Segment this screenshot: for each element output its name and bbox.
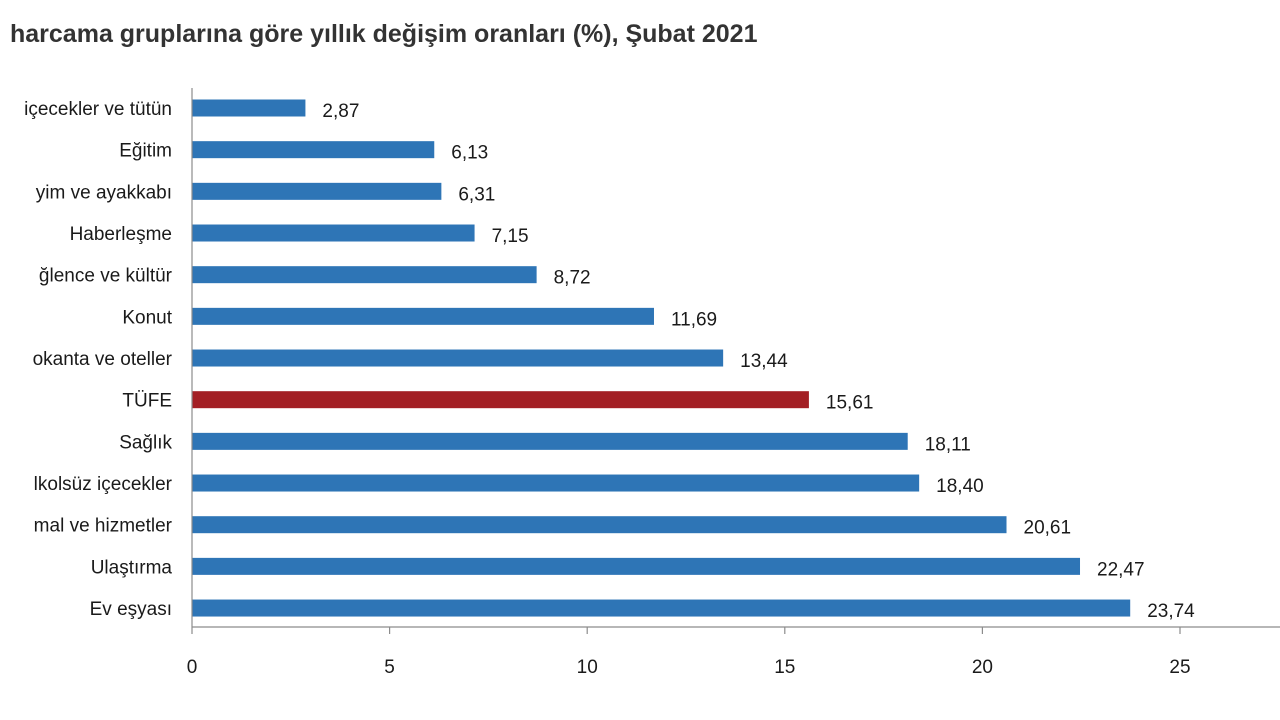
category-label: okanta ve oteller bbox=[33, 349, 173, 370]
x-tick-label: 25 bbox=[1169, 657, 1190, 678]
value-labels: 2,87 6,13 6,31 7,15 8,72 11,69 13,44 15,61 18,11… bbox=[322, 101, 1195, 622]
category-label: Sağlık bbox=[119, 432, 172, 453]
category-label: Konut bbox=[122, 307, 172, 328]
data-label: 6,31 bbox=[458, 184, 495, 205]
category-label: Ulaştırma bbox=[91, 557, 173, 578]
bar bbox=[192, 557, 1081, 575]
bar bbox=[192, 307, 654, 325]
data-label: 11,69 bbox=[671, 309, 717, 330]
bar bbox=[192, 141, 435, 159]
axes-group: 0 5 10 15 20 25 bbox=[187, 88, 1280, 678]
category-label: ğlence ve kültür bbox=[39, 266, 173, 287]
data-label: 18,40 bbox=[936, 476, 984, 497]
bar bbox=[192, 182, 442, 200]
x-tick-label: 5 bbox=[384, 657, 395, 678]
data-label: 15,61 bbox=[826, 393, 874, 414]
category-label: içecekler ve tütün bbox=[24, 99, 172, 120]
x-tick-label: 10 bbox=[577, 657, 598, 678]
data-label: 13,44 bbox=[740, 351, 788, 372]
data-label: 6,13 bbox=[451, 143, 488, 164]
data-label: 23,74 bbox=[1147, 601, 1195, 622]
x-tick-label: 20 bbox=[972, 657, 993, 678]
x-tick-label: 15 bbox=[774, 657, 795, 678]
bar bbox=[192, 474, 920, 492]
bar-highlight bbox=[192, 391, 809, 409]
data-label: 7,15 bbox=[492, 226, 529, 247]
category-label: lkolsüz içecekler bbox=[34, 474, 173, 495]
data-label: 18,11 bbox=[925, 434, 971, 455]
bars-group bbox=[192, 99, 1131, 617]
data-label: 2,87 bbox=[322, 101, 359, 122]
bar bbox=[192, 99, 306, 117]
x-tick-label: 0 bbox=[187, 657, 198, 678]
category-label: Haberleşme bbox=[70, 224, 172, 245]
data-label: 8,72 bbox=[554, 268, 591, 289]
category-label: mal ve hizmetler bbox=[34, 516, 173, 537]
bar bbox=[192, 516, 1007, 534]
chart-title: harcama gruplarına göre yıllık değişim o… bbox=[10, 20, 758, 48]
category-label: Eğitim bbox=[119, 141, 172, 162]
data-label: 20,61 bbox=[1024, 518, 1072, 539]
category-label: yim ve ayakkabı bbox=[36, 182, 172, 203]
bar bbox=[192, 224, 475, 242]
bar bbox=[192, 266, 537, 284]
category-label: TÜFE bbox=[122, 391, 172, 412]
category-label: Ev eşyası bbox=[90, 599, 172, 620]
bar bbox=[192, 599, 1131, 617]
bar bbox=[192, 432, 908, 450]
category-labels: içecekler ve tütün Eğitim yim ve ayakkabı H… bbox=[24, 99, 173, 620]
bar bbox=[192, 349, 724, 367]
data-label: 22,47 bbox=[1097, 559, 1145, 580]
